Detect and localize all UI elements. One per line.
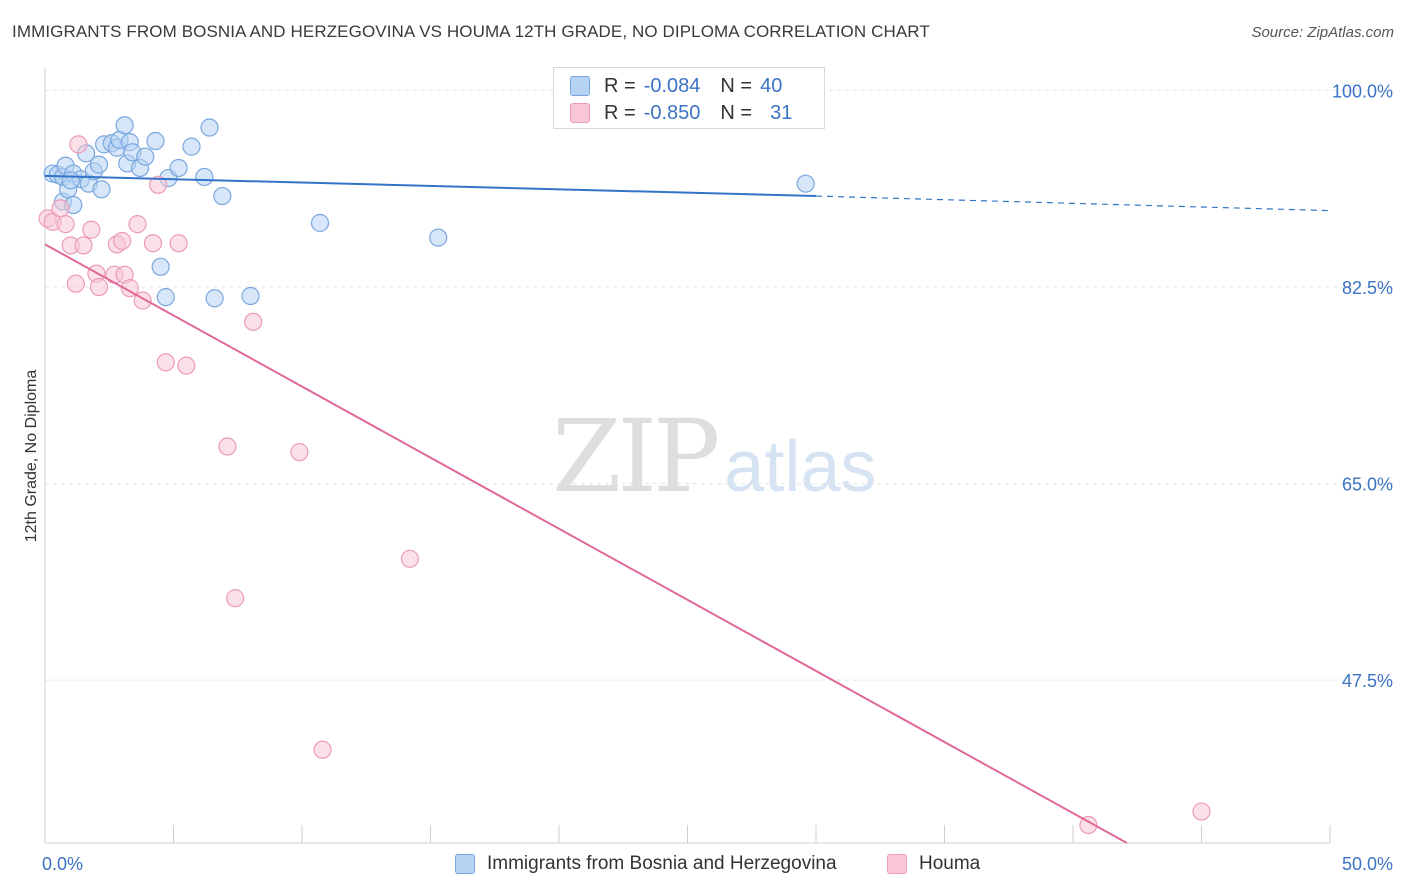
houma-point bbox=[169, 234, 188, 253]
legend-r-value: -0.084 bbox=[643, 74, 701, 97]
houma-point bbox=[56, 215, 75, 234]
bosnia-point bbox=[310, 213, 330, 233]
bosnia-point bbox=[61, 171, 80, 190]
legend-n-value: 31 bbox=[770, 101, 793, 124]
bottom-legend-label-bosnia: Immigrants from Bosnia and Herzegovina bbox=[487, 853, 837, 874]
bosnia-point bbox=[796, 174, 815, 193]
bosnia-point bbox=[136, 147, 155, 166]
bosnia-point bbox=[156, 288, 175, 307]
bottom-legend-swatch-houma bbox=[887, 854, 907, 874]
bottom-legend-bosnia: Immigrants from Bosnia and Herzegovina bbox=[455, 852, 837, 876]
chart-title: IMMIGRANTS FROM BOSNIA AND HERZEGOVINA V… bbox=[12, 22, 930, 41]
houma-point bbox=[313, 740, 332, 759]
y-axis-label: 12th Grade, No Diploma bbox=[23, 370, 40, 543]
bosnia-point bbox=[200, 118, 219, 137]
legend-r-value: -0.850 bbox=[643, 101, 701, 124]
houma-point bbox=[51, 199, 70, 218]
houma-point bbox=[156, 353, 175, 372]
bosnia-point bbox=[146, 131, 165, 151]
houma-point bbox=[143, 234, 163, 253]
source-label: Source: ZipAtlas.com bbox=[1251, 24, 1394, 41]
houma-point bbox=[218, 437, 237, 456]
houma-point bbox=[74, 236, 93, 255]
legend-n-value: 40 bbox=[760, 74, 783, 97]
y-tick-label: 82.5% bbox=[1342, 278, 1393, 298]
bosnia-point bbox=[115, 116, 134, 135]
legend-swatch-houma bbox=[570, 103, 590, 123]
bosnia-point bbox=[205, 289, 224, 308]
bosnia-point bbox=[195, 167, 214, 187]
houma-point bbox=[89, 277, 109, 297]
bottom-legend-swatch-bosnia bbox=[455, 854, 475, 874]
houma-point bbox=[148, 175, 168, 194]
x-tick-label: 0.0% bbox=[42, 854, 83, 874]
legend-swatch-bosnia bbox=[570, 76, 590, 96]
houma-point bbox=[177, 356, 196, 375]
bosnia-point bbox=[241, 286, 260, 306]
y-tick-label: 65.0% bbox=[1342, 475, 1393, 495]
houma-point bbox=[128, 215, 147, 234]
houma-point bbox=[66, 274, 85, 293]
houma-trend-line bbox=[44, 243, 1128, 844]
houma-point bbox=[69, 135, 88, 154]
houma-point bbox=[1192, 802, 1211, 821]
bosnia-point bbox=[151, 257, 170, 276]
houma-point bbox=[82, 220, 101, 239]
bosnia-point bbox=[213, 186, 232, 206]
legend-r-label: R = bbox=[604, 101, 636, 124]
houma-point bbox=[290, 443, 309, 462]
y-tick-label: 47.5% bbox=[1342, 671, 1393, 691]
legend-n-label: N = bbox=[720, 101, 753, 124]
bosnia-point bbox=[169, 158, 188, 178]
bottom-legend-label-houma: Houma bbox=[919, 853, 981, 874]
bosnia-trend-line-extension bbox=[815, 195, 1331, 212]
bosnia-trend-line bbox=[44, 174, 817, 198]
houma-point bbox=[400, 549, 420, 568]
houma-point bbox=[120, 279, 139, 298]
bottom-legend-houma: Houma bbox=[887, 852, 980, 876]
legend-row-bosnia: R = -0.084 N = 40 bbox=[570, 73, 782, 99]
bosnia-point bbox=[89, 155, 109, 174]
houma-point bbox=[226, 589, 245, 608]
legend-row-houma: R = -0.850 N = 31 bbox=[570, 100, 792, 126]
correlation-legend: R = -0.084 N = 40 R = -0.850 N = 31 bbox=[553, 67, 825, 129]
houma-point bbox=[244, 312, 263, 331]
houma-point bbox=[112, 231, 132, 251]
x-tick-label: 50.0% bbox=[1342, 854, 1393, 874]
bosnia-point bbox=[429, 228, 448, 247]
legend-r-label: R = bbox=[604, 74, 636, 97]
y-tick-label: 100.0% bbox=[1332, 81, 1393, 101]
legend-n-label: N = bbox=[720, 74, 753, 97]
bosnia-point bbox=[182, 137, 201, 156]
bosnia-point bbox=[92, 180, 111, 199]
houma-point bbox=[1079, 815, 1098, 835]
